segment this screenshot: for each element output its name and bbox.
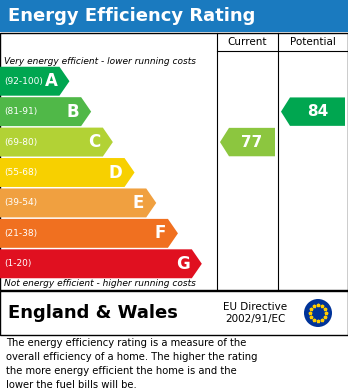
Polygon shape: [0, 127, 113, 156]
Text: D: D: [109, 163, 122, 181]
Text: F: F: [155, 224, 166, 242]
Text: Energy Efficiency Rating: Energy Efficiency Rating: [8, 7, 255, 25]
Text: England & Wales: England & Wales: [8, 304, 178, 322]
Bar: [0, 33, 348, 290]
Text: Current: Current: [228, 37, 267, 47]
Polygon shape: [0, 97, 91, 126]
Text: Very energy efficient - lower running costs: Very energy efficient - lower running co…: [4, 57, 196, 66]
Polygon shape: [0, 249, 202, 278]
Bar: [0, 0, 348, 32]
Text: B: B: [66, 103, 79, 121]
Polygon shape: [281, 97, 345, 126]
Text: 77: 77: [242, 135, 263, 150]
Polygon shape: [0, 188, 156, 217]
Polygon shape: [0, 158, 135, 187]
Text: (21-38): (21-38): [4, 229, 37, 238]
Text: (69-80): (69-80): [4, 138, 37, 147]
Text: G: G: [176, 255, 190, 273]
Text: Potential: Potential: [290, 37, 336, 47]
Text: (81-91): (81-91): [4, 107, 37, 116]
Text: (1-20): (1-20): [4, 259, 31, 268]
Circle shape: [304, 299, 332, 327]
Polygon shape: [220, 128, 275, 156]
Text: Not energy efficient - higher running costs: Not energy efficient - higher running co…: [4, 280, 196, 289]
Text: (55-68): (55-68): [4, 168, 37, 177]
Text: E: E: [133, 194, 144, 212]
Text: EU Directive
2002/91/EC: EU Directive 2002/91/EC: [223, 302, 287, 324]
Text: 84: 84: [307, 104, 328, 119]
Polygon shape: [0, 67, 70, 96]
Text: C: C: [89, 133, 101, 151]
Text: The energy efficiency rating is a measure of the
overall efficiency of a home. T: The energy efficiency rating is a measur…: [6, 338, 258, 390]
Text: (92-100): (92-100): [4, 77, 43, 86]
Polygon shape: [0, 219, 178, 248]
Text: (39-54): (39-54): [4, 198, 37, 208]
Text: A: A: [45, 72, 57, 90]
Bar: [0, 291, 348, 335]
